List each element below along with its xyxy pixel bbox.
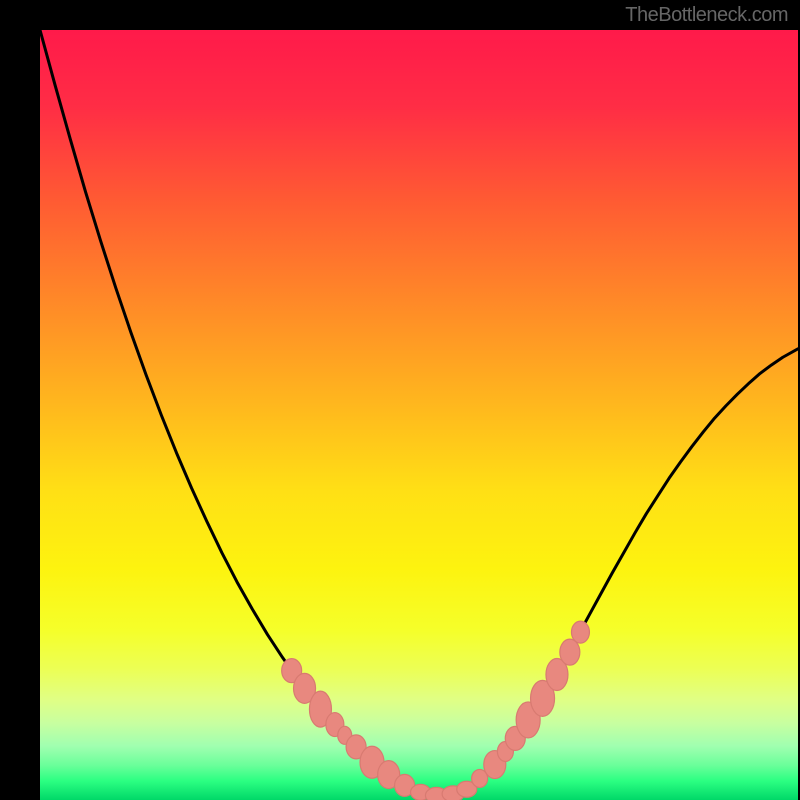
chart-container: TheBottleneck.com bbox=[0, 0, 800, 800]
data-marker bbox=[571, 621, 589, 643]
chart-svg bbox=[0, 0, 800, 800]
data-marker bbox=[560, 639, 580, 665]
plot-background-gradient bbox=[40, 30, 798, 800]
watermark-label: TheBottleneck.com bbox=[625, 4, 788, 27]
